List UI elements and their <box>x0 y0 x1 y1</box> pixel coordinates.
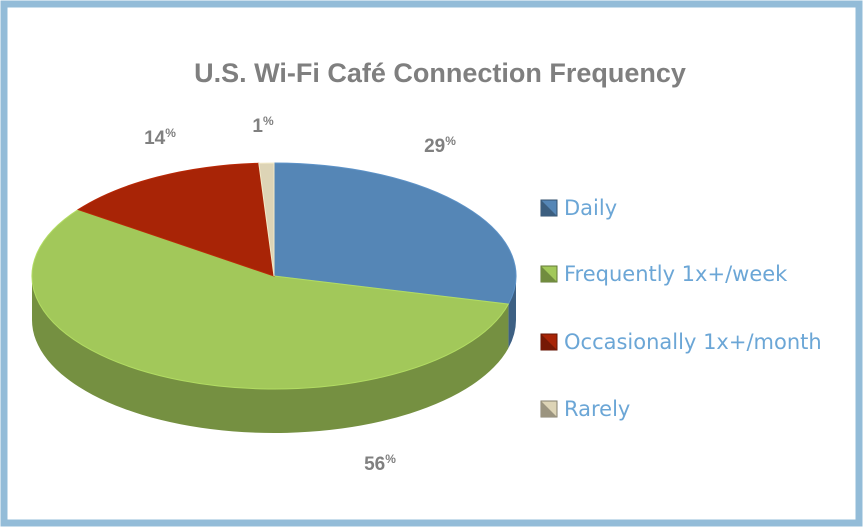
chart-title: U.S. Wi-Fi Café Connection Frequency <box>194 58 686 88</box>
legend-swatch-bevel <box>541 334 557 350</box>
legend-item: Occasionally 1x+/month <box>540 330 822 354</box>
pie-slice <box>31 209 510 390</box>
legend-item: Daily <box>540 196 617 220</box>
legend-swatch-bevel <box>541 266 557 282</box>
pie-side <box>32 276 509 434</box>
legend-swatch-bevel <box>541 401 557 417</box>
legend-item: Rarely <box>540 397 630 421</box>
pie-slice <box>77 162 275 277</box>
legend-label: Rarely <box>564 397 630 421</box>
data-label: 1% <box>252 114 274 137</box>
legend-swatch-bevel <box>541 200 557 216</box>
data-label: 14% <box>144 126 176 149</box>
data-label: 56% <box>364 452 396 475</box>
pie-side <box>508 276 516 349</box>
legend-label: Occasionally 1x+/month <box>564 330 822 354</box>
pie-slice <box>258 162 275 277</box>
legend-label: Daily <box>564 196 617 220</box>
legend-item: Frequently 1x+/week <box>540 262 788 286</box>
data-label: 29% <box>424 134 456 157</box>
legend-label: Frequently 1x+/week <box>564 262 788 286</box>
pie-slice <box>273 162 517 305</box>
